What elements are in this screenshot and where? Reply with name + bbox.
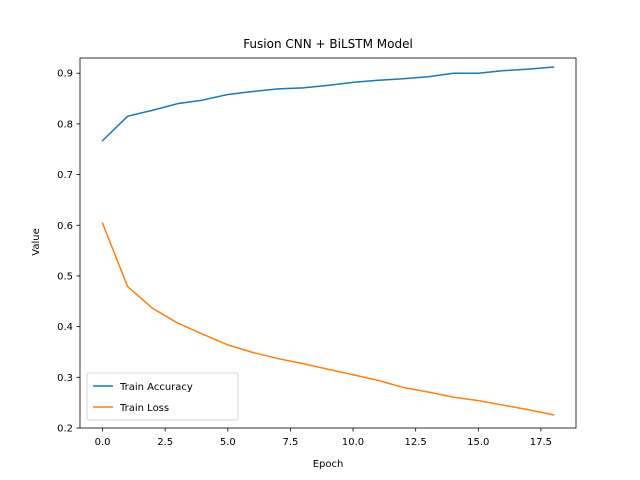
x-tick-label: 5.0 xyxy=(220,437,236,448)
x-axis-label: Epoch xyxy=(313,459,344,470)
legend-label-train-accuracy: Train Accuracy xyxy=(119,382,193,393)
y-tick-label: 0.4 xyxy=(57,322,73,333)
x-tick-label: 15.0 xyxy=(467,437,489,448)
legend-box xyxy=(86,372,239,421)
chart-title: Fusion CNN + BiLSTM Model xyxy=(243,37,413,51)
axes-frame xyxy=(79,57,577,429)
series-line-train-accuracy xyxy=(101,66,555,142)
x-tick-label: 7.5 xyxy=(282,437,298,448)
y-tick-label: 0.2 xyxy=(57,424,73,435)
x-tick-label: 17.5 xyxy=(530,437,552,448)
series-line-train-loss xyxy=(101,222,555,416)
y-tick-label: 0.9 xyxy=(57,69,73,80)
y-axis-label: Value xyxy=(31,228,42,255)
plot-area: 0.0 2.5 5.0 7.5 10.0 12.5 15.0 17.5 0.2 0.3 0.4 0.5… xyxy=(57,57,577,448)
y-tick-label: 0.6 xyxy=(57,221,73,232)
x-tick-label: 2.5 xyxy=(157,437,173,448)
x-tick-label: 10.0 xyxy=(342,437,364,448)
y-tick-label: 0.7 xyxy=(57,170,73,181)
x-tick-label: 0.0 xyxy=(95,437,111,448)
y-tick-label: 0.5 xyxy=(57,271,73,282)
legend-label-train-loss: Train Loss xyxy=(119,403,169,414)
y-tick-label: 0.8 xyxy=(57,119,73,130)
x-tick-label: 12.5 xyxy=(405,437,427,448)
y-tick-label: 0.3 xyxy=(57,373,73,384)
